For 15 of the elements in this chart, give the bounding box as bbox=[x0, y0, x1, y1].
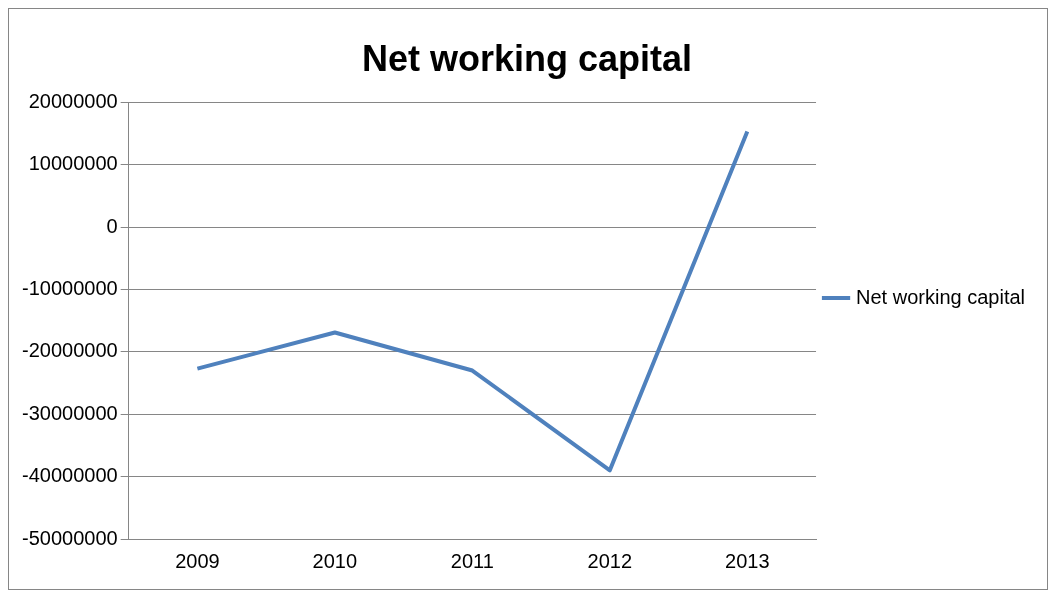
chart-title: Net working capital bbox=[361, 37, 693, 79]
y-tick-label: -20000000 bbox=[21, 339, 118, 362]
x-tick-label: 2013 bbox=[725, 549, 770, 572]
legend-label: Net working capital bbox=[856, 285, 1025, 308]
y-tick-label: 20000000 bbox=[28, 89, 118, 112]
y-tick-label: 10000000 bbox=[28, 152, 118, 175]
x-tick-label: 2009 bbox=[175, 549, 220, 572]
y-tick-label: 0 bbox=[106, 214, 118, 237]
y-tick-label: -10000000 bbox=[21, 276, 118, 299]
x-tick-label: 2012 bbox=[587, 549, 633, 572]
x-tick-label: 2011 bbox=[450, 549, 494, 572]
y-tick-label: -50000000 bbox=[21, 526, 118, 549]
y-tick-label: -40000000 bbox=[21, 464, 118, 487]
y-tick-label: -30000000 bbox=[21, 401, 118, 424]
x-tick-label: 2010 bbox=[312, 549, 358, 572]
